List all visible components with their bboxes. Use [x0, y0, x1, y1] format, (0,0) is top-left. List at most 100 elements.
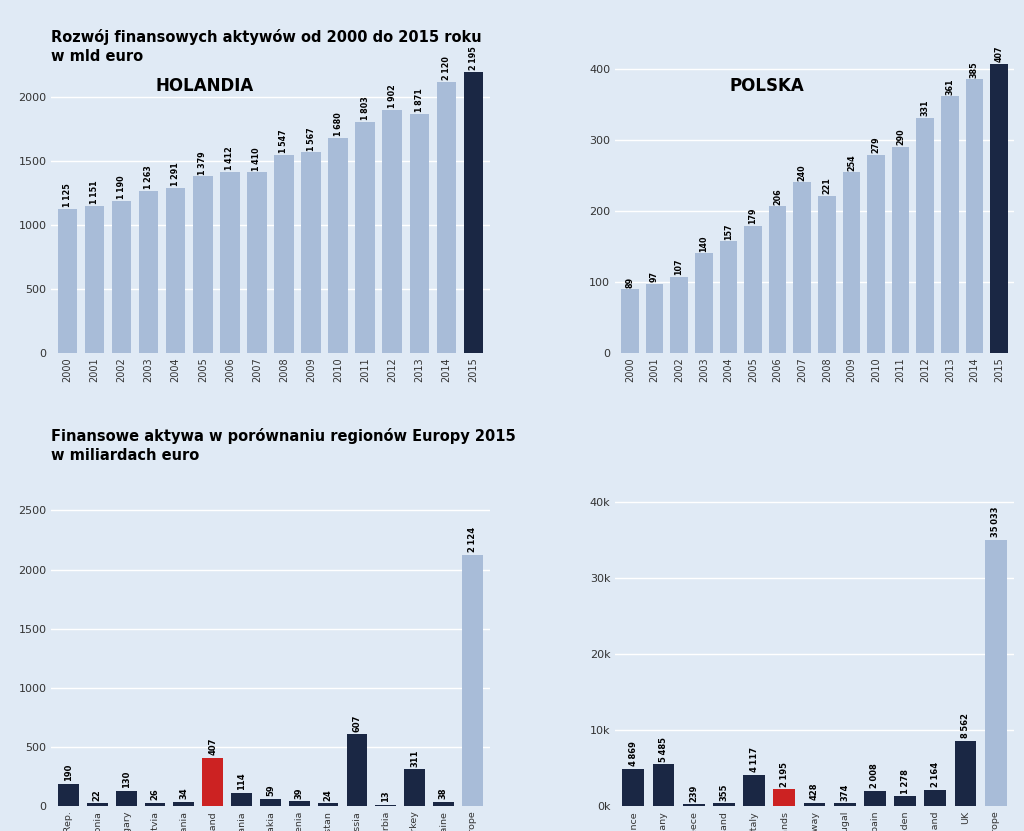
Text: 1 410: 1 410	[252, 147, 261, 170]
Bar	[683, 804, 705, 806]
Text: 1 803: 1 803	[360, 96, 370, 120]
Text: 1 291: 1 291	[171, 162, 180, 186]
Text: 1 263: 1 263	[144, 165, 154, 189]
Bar	[623, 769, 644, 806]
Bar	[382, 110, 402, 352]
Text: 4 117: 4 117	[750, 747, 759, 772]
Text: 1 278: 1 278	[900, 769, 909, 794]
Bar	[941, 96, 958, 352]
Text: 428: 428	[810, 783, 819, 800]
Bar	[990, 64, 1008, 352]
Text: 59: 59	[266, 784, 274, 796]
Text: 26: 26	[151, 789, 160, 800]
Bar	[894, 796, 915, 806]
Text: 1 412: 1 412	[225, 146, 234, 170]
Text: 114: 114	[238, 772, 246, 790]
Text: 190: 190	[65, 764, 73, 781]
Bar	[916, 118, 934, 352]
Text: 355: 355	[720, 783, 728, 801]
Text: 24: 24	[324, 789, 333, 800]
Text: 1 680: 1 680	[334, 112, 343, 136]
Bar	[985, 539, 1007, 806]
Text: 107: 107	[675, 258, 684, 275]
Text: 22: 22	[93, 789, 101, 801]
Bar	[173, 802, 195, 806]
Text: 385: 385	[970, 61, 979, 78]
Bar	[720, 241, 737, 352]
Bar	[925, 789, 946, 806]
Text: Finansowe aktywa w porównaniu regionów Europy 2015
w miliardach euro: Finansowe aktywa w porównaniu regionów E…	[51, 428, 516, 463]
Bar	[818, 196, 836, 352]
Text: 1 379: 1 379	[199, 151, 207, 175]
Text: 1 902: 1 902	[388, 84, 396, 108]
Text: 221: 221	[822, 178, 831, 194]
Bar	[85, 205, 104, 352]
Text: 2 195: 2 195	[780, 762, 788, 787]
Text: 374: 374	[840, 783, 849, 800]
Text: 2 124: 2 124	[468, 527, 477, 553]
Bar	[376, 804, 396, 806]
Text: HOLANDIA: HOLANDIA	[156, 76, 254, 95]
Text: 254: 254	[847, 155, 856, 171]
Bar	[794, 182, 811, 352]
Bar	[954, 741, 976, 806]
Bar	[436, 81, 456, 352]
Bar	[464, 72, 483, 352]
Text: 13: 13	[381, 790, 390, 802]
Text: 290: 290	[896, 129, 905, 145]
Text: 89: 89	[626, 277, 635, 288]
Bar	[864, 791, 886, 806]
Bar	[112, 200, 131, 352]
Text: 1 567: 1 567	[306, 127, 315, 150]
Bar	[57, 209, 77, 352]
Bar	[966, 80, 983, 352]
Bar	[652, 765, 675, 806]
Text: 240: 240	[798, 165, 807, 181]
Bar	[671, 277, 688, 352]
Text: 279: 279	[871, 136, 881, 153]
Text: 4 869: 4 869	[629, 741, 638, 766]
Bar	[274, 155, 294, 352]
Text: 239: 239	[689, 784, 698, 802]
Bar	[87, 804, 108, 806]
Text: 331: 331	[921, 100, 930, 116]
Text: 35 033: 35 033	[991, 507, 1000, 537]
Text: 157: 157	[724, 224, 733, 240]
Text: Rozwój finansowych aktywów od 2000 do 2015 roku
w mld euro: Rozwój finansowych aktywów od 2000 do 20…	[51, 29, 482, 64]
Bar	[433, 802, 454, 806]
Text: 97: 97	[650, 272, 659, 283]
Bar	[773, 789, 796, 806]
Bar	[355, 122, 375, 352]
Text: 311: 311	[411, 750, 419, 767]
Bar	[260, 799, 281, 806]
Bar	[317, 804, 339, 806]
Bar	[804, 803, 825, 806]
Text: 38: 38	[439, 788, 447, 799]
Bar	[743, 774, 765, 806]
Text: 2 195: 2 195	[469, 47, 478, 71]
Bar	[744, 225, 762, 352]
Bar	[144, 803, 166, 806]
Bar	[220, 172, 240, 352]
Text: 2 164: 2 164	[931, 762, 940, 787]
Bar	[834, 804, 855, 806]
Bar	[462, 555, 482, 806]
Bar	[404, 770, 425, 806]
Text: 130: 130	[122, 770, 131, 788]
Text: 5 485: 5 485	[659, 737, 668, 762]
Bar	[166, 188, 185, 352]
Bar	[58, 784, 79, 806]
Text: POLSKA: POLSKA	[729, 76, 804, 95]
Bar	[695, 253, 713, 352]
Text: 407: 407	[208, 738, 217, 755]
Text: 8 562: 8 562	[961, 713, 970, 738]
Bar	[892, 147, 909, 352]
Bar	[867, 155, 885, 352]
Bar	[139, 191, 159, 352]
Bar	[646, 283, 664, 352]
Bar	[622, 289, 639, 352]
Bar	[410, 114, 429, 352]
Text: 39: 39	[295, 787, 304, 799]
Text: 607: 607	[352, 715, 361, 731]
Text: 1 871: 1 871	[415, 88, 424, 111]
